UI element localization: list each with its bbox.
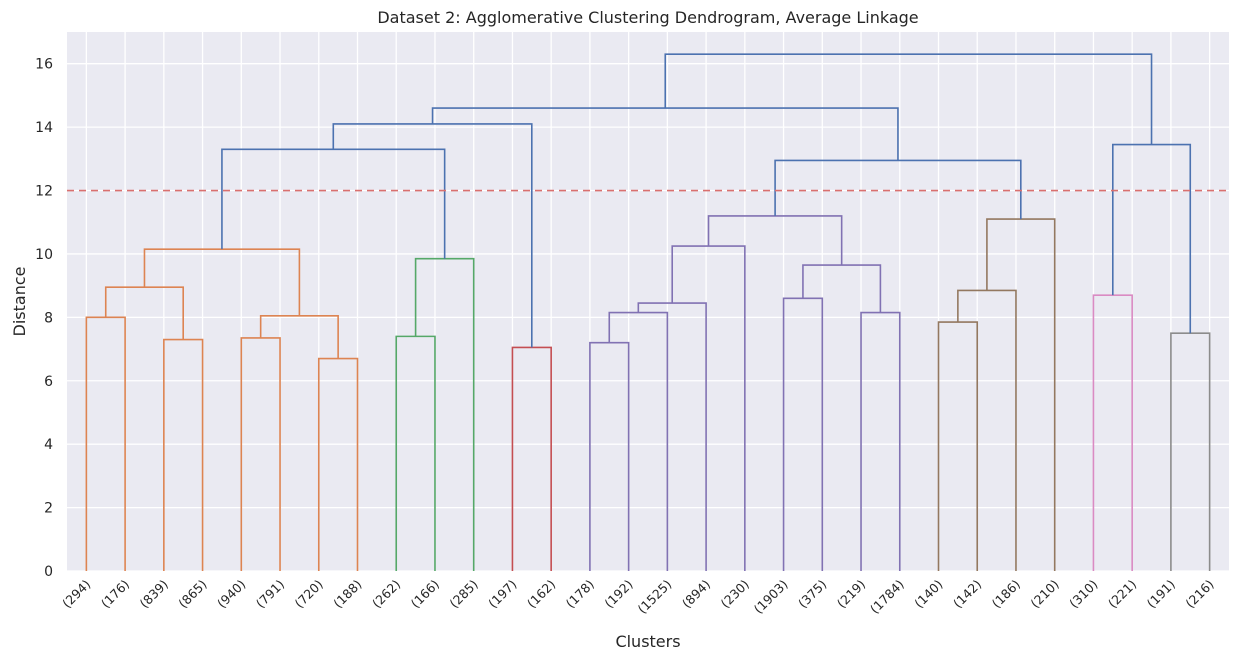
dendrogram-link bbox=[511, 346, 552, 571]
x-tick-label: (191) bbox=[1144, 577, 1178, 611]
x-tick-label: (197) bbox=[485, 577, 519, 611]
y-tick-label: 10 bbox=[35, 247, 53, 263]
plot-background bbox=[67, 32, 1229, 571]
x-tick-label: (375) bbox=[795, 577, 829, 611]
y-tick-label: 2 bbox=[44, 501, 53, 517]
x-tick-label: (1903) bbox=[751, 577, 791, 617]
x-tick-label: (262) bbox=[369, 577, 403, 611]
dendrogram-link bbox=[240, 337, 281, 571]
chart-title: Dataset 2: Agglomerative Clustering Dend… bbox=[377, 8, 918, 27]
dendrogram-link bbox=[317, 357, 359, 571]
x-tick-label: (176) bbox=[98, 577, 132, 611]
x-tick-label: (720) bbox=[292, 577, 326, 611]
y-tick-label: 0 bbox=[44, 564, 53, 580]
x-tick-label: (294) bbox=[59, 577, 93, 611]
dendrogram-link bbox=[664, 53, 1153, 145]
x-tick-label: (186) bbox=[989, 577, 1023, 611]
y-tick-label: 14 bbox=[35, 120, 53, 136]
y-tick-label: 16 bbox=[35, 57, 53, 73]
x-tick-label: (188) bbox=[330, 577, 364, 611]
x-tick-label: (839) bbox=[137, 577, 171, 611]
x-tick-label: (178) bbox=[563, 577, 597, 611]
x-tick-label: (791) bbox=[253, 577, 287, 611]
x-tick-label: (894) bbox=[679, 577, 713, 611]
x-tick-label: (865) bbox=[175, 577, 209, 611]
x-tick-label: (210) bbox=[1027, 577, 1061, 611]
x-tick-label: (940) bbox=[214, 577, 248, 611]
dendrogram-link bbox=[671, 245, 746, 571]
x-tick-label: (221) bbox=[1105, 577, 1139, 611]
dendrogram-link bbox=[957, 289, 1017, 571]
dendrogram-link bbox=[986, 218, 1056, 571]
x-tick-label: (230) bbox=[718, 577, 752, 611]
dendrogram-link bbox=[589, 341, 630, 571]
dendrogram-link bbox=[937, 321, 979, 571]
x-tick-label: (166) bbox=[408, 577, 442, 611]
x-tick-labels: (294) (176) (839) (865) (940) (791) (720) (188)… bbox=[59, 577, 1217, 617]
y-tick-label: 6 bbox=[44, 374, 53, 390]
x-tick-label: (216) bbox=[1182, 577, 1216, 611]
x-tick-label: (285) bbox=[446, 577, 480, 611]
dendrogram-link bbox=[85, 316, 126, 571]
x-tick-label: (219) bbox=[834, 577, 868, 611]
y-tick-label: 8 bbox=[44, 310, 53, 326]
dendrogram-link bbox=[221, 148, 446, 259]
x-tick-label: (1784) bbox=[867, 577, 907, 617]
y-axis-title: Distance bbox=[10, 267, 29, 337]
dendrogram-links bbox=[85, 53, 1211, 571]
y-tick-label: 12 bbox=[35, 184, 53, 200]
dendrogram-link bbox=[1112, 143, 1192, 334]
dendrogram-link bbox=[1170, 332, 1211, 571]
dendrogram-link bbox=[259, 314, 339, 359]
x-tick-label: (1525) bbox=[634, 577, 674, 617]
x-tick-label: (192) bbox=[601, 577, 635, 611]
x-axis-title: Clusters bbox=[615, 632, 680, 651]
dendrogram-link bbox=[1092, 294, 1133, 571]
y-tick-label: 4 bbox=[44, 437, 53, 453]
y-tick-labels: 0 2 4 6 8 10 12 14 16 bbox=[35, 57, 53, 580]
x-tick-label: (310) bbox=[1066, 577, 1100, 611]
x-tick-label: (162) bbox=[524, 577, 558, 611]
x-tick-label: (142) bbox=[950, 577, 984, 611]
x-tick-label: (140) bbox=[911, 577, 945, 611]
